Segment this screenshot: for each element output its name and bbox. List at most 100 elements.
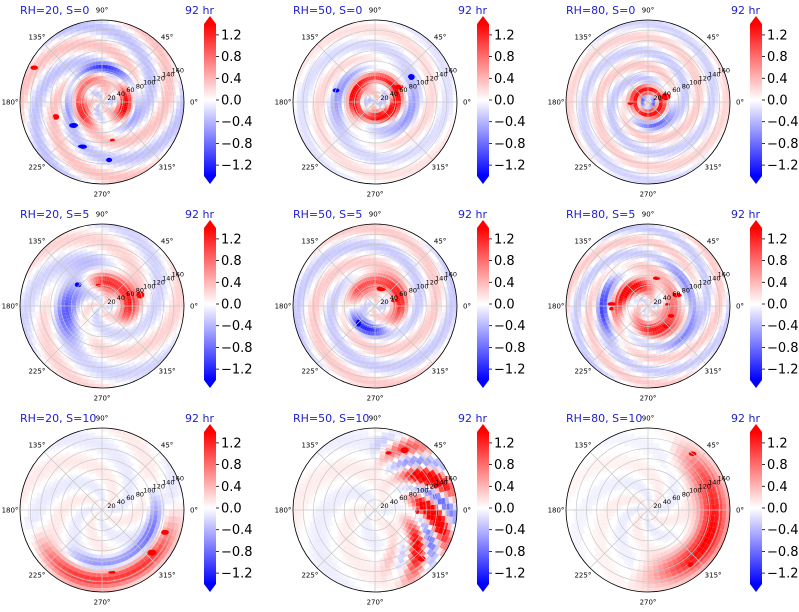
field-cell: [111, 156, 118, 161]
field-cell: [394, 127, 399, 133]
field-cell: [47, 138, 54, 146]
field-cell: [97, 328, 101, 332]
field-cell: [654, 114, 658, 119]
field-cell: [631, 127, 636, 133]
field-cell: [566, 108, 571, 117]
field-cell: [95, 97, 100, 100]
field-cell: [657, 156, 664, 161]
field-cell: [79, 161, 86, 167]
field-cell: [595, 44, 603, 52]
field-cell: [118, 53, 125, 59]
field-cell: [134, 92, 139, 97]
field-cell: [605, 129, 611, 136]
field-cell: [699, 133, 707, 141]
field-cell: [414, 72, 421, 78]
field-cell: [118, 129, 124, 135]
field-cell: [71, 114, 77, 119]
field-cell: [95, 308, 100, 311]
field-cell: [75, 125, 81, 131]
field-cell: [394, 172, 402, 178]
field-cell: [592, 42, 601, 50]
field-cell: [643, 146, 648, 151]
field-cell: [147, 124, 153, 130]
field-cell: [670, 103, 674, 107]
field-cell: [308, 84, 314, 91]
field-cell: [324, 159, 333, 167]
field-cell: [322, 119, 328, 126]
field-cell: [124, 103, 128, 107]
radial-tick-label: 100: [143, 78, 155, 86]
field-cell: [113, 32, 121, 38]
field-cell: [152, 39, 160, 47]
field-cell: [609, 53, 616, 60]
field-cell: [592, 102, 596, 107]
field-cell: [320, 58, 327, 66]
field-cell: [157, 96, 162, 102]
field-cell: [640, 84, 643, 89]
field-cell: [371, 105, 374, 109]
field-cell: [27, 135, 35, 143]
field-cell: [408, 114, 414, 120]
field-cell: [356, 102, 361, 104]
field-cell: [400, 96, 405, 100]
field-cell: [341, 28, 350, 35]
field-cell: [122, 144, 129, 150]
field-cell: [644, 101, 648, 102]
field-cell: [364, 73, 369, 78]
field-cell: [408, 27, 416, 35]
field-cell: [655, 77, 659, 82]
field-cell: [56, 131, 62, 138]
field-cell: [649, 105, 653, 109]
field-cell: [436, 64, 443, 73]
field-cell: [317, 116, 323, 123]
field-cell: [44, 49, 52, 57]
field-cell: [300, 102, 305, 109]
field-cell: [703, 106, 708, 113]
field-cell: [104, 64, 109, 69]
field-cell: [75, 68, 81, 74]
field-cell: [323, 54, 331, 62]
field-cell: [644, 83, 647, 88]
field-cell: [127, 96, 132, 100]
field-cell: [109, 109, 114, 113]
field-cell: [570, 114, 576, 123]
field-cell: [117, 77, 122, 82]
field-cell: [116, 321, 121, 326]
field-cell: [95, 280, 99, 285]
field-cell: [128, 102, 132, 105]
field-cell: [633, 120, 637, 125]
field-cell: [360, 75, 364, 80]
field-cell: [107, 315, 111, 319]
field-cell: [88, 105, 92, 109]
field-cell: [83, 308, 88, 311]
field-cell: [117, 287, 122, 292]
field-cell: [297, 67, 305, 76]
field-cell: [142, 146, 150, 154]
field-cell: [615, 144, 622, 151]
field-cell: [653, 134, 658, 139]
field-cell: [95, 84, 99, 88]
field-cell: [174, 81, 180, 90]
field-cell: [427, 149, 435, 158]
field-cell: [387, 92, 392, 96]
field-cell: [367, 115, 370, 120]
field-cell: [360, 70, 365, 75]
field-cell: [78, 127, 83, 133]
field-cell: [63, 84, 69, 90]
field-cell: [400, 62, 407, 68]
field-cell: [641, 112, 645, 116]
field-cell: [72, 104, 77, 108]
colorbar-tick-label: −0.4: [494, 115, 526, 130]
field-cell: [376, 87, 378, 91]
field-cell: [370, 104, 373, 109]
field-cell: [116, 82, 121, 87]
field-cell: [691, 47, 699, 55]
field-cell: [407, 107, 412, 112]
colorbar-tick-label: 0.0: [767, 94, 788, 109]
field-cell: [164, 90, 169, 97]
field-cell: [599, 63, 606, 70]
field-cell: [718, 121, 724, 129]
field-cell: [638, 134, 643, 139]
field-cell: [84, 105, 88, 109]
field-cell: [387, 108, 392, 112]
